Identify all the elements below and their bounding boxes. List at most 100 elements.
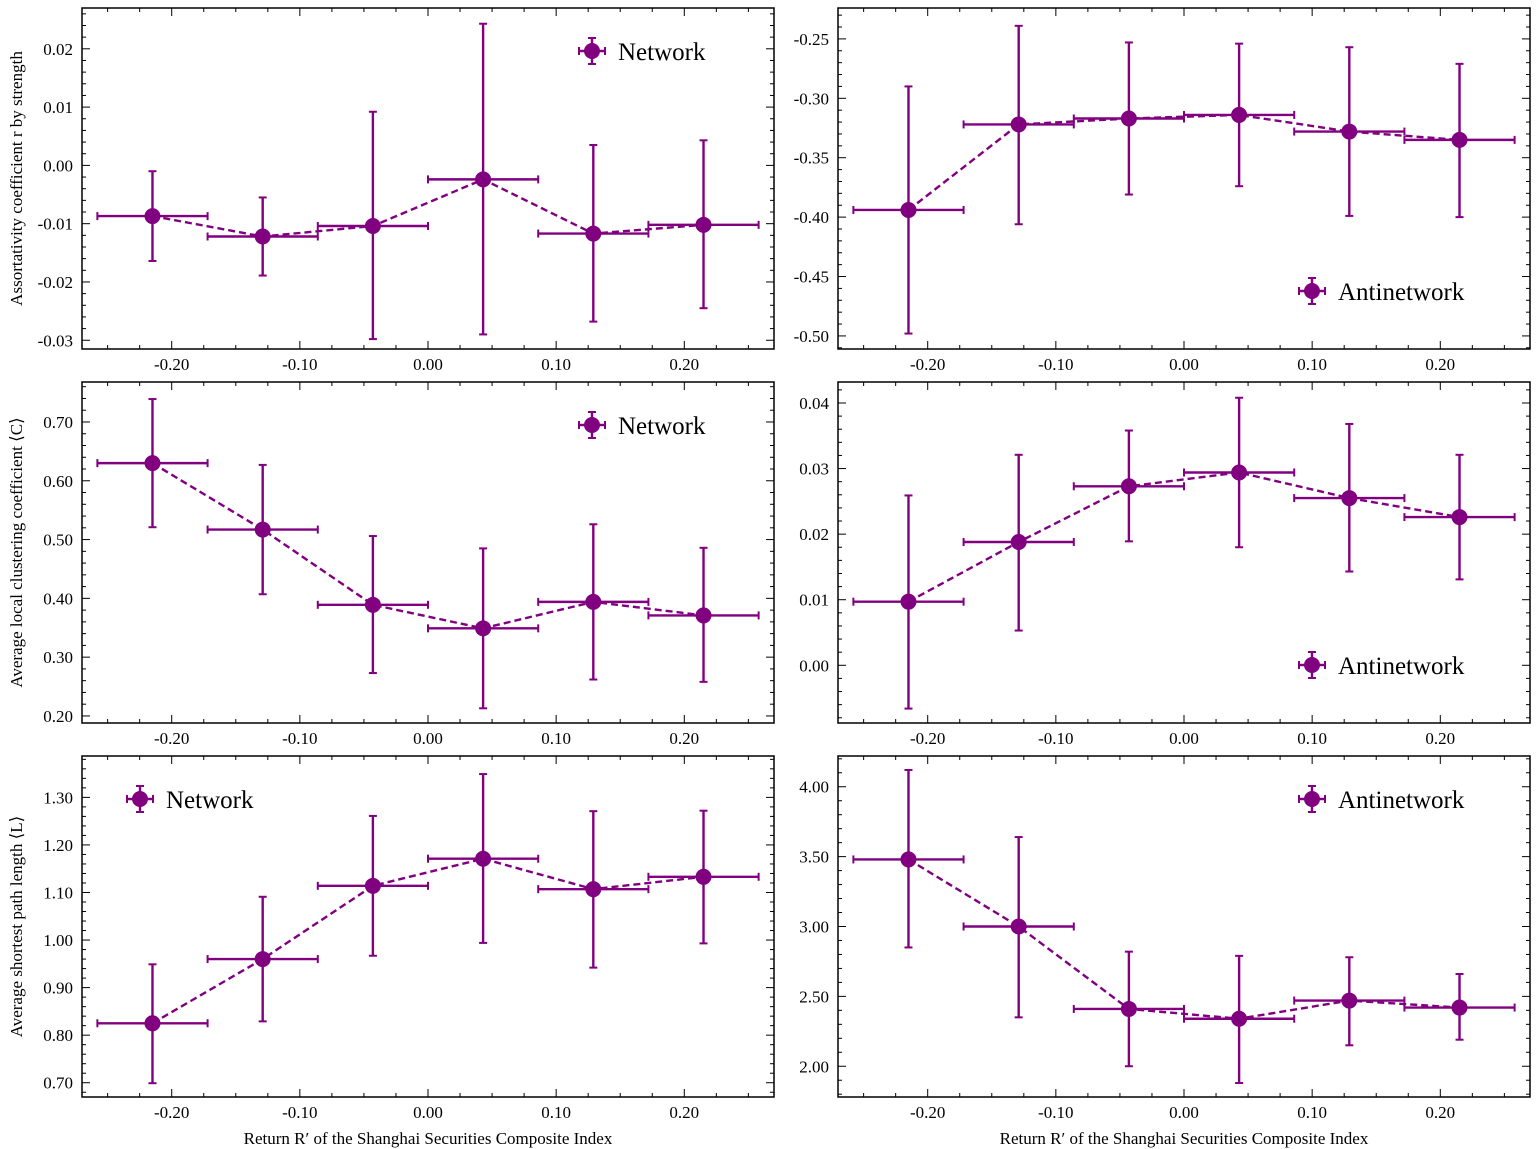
x-tick-label: 0.00 [1169,729,1199,748]
legend-marker [584,43,600,59]
data-point [1120,478,1137,495]
x-tick-label: 0.20 [669,355,699,374]
series-line [907,113,1460,211]
y-tick-label: 1.10 [43,883,73,902]
x-tick-label: -0.20 [154,729,189,748]
data-point [144,208,161,225]
x-tick-label: -0.20 [910,1103,945,1122]
x-tick-label: 0.00 [413,355,443,374]
x-tick-label: 0.10 [541,1103,571,1122]
y-tick-label: 2.50 [799,987,829,1006]
legend-label: Network [618,413,706,440]
data-point [144,455,161,472]
x-tick-label: 0.10 [1297,1103,1327,1122]
legend-marker [1304,657,1320,673]
y-tick-label: -0.30 [794,89,829,108]
x-tick-label: -0.20 [910,729,945,748]
data-point [1010,116,1027,133]
x-tick-label: 0.20 [669,729,699,748]
legend-label: Antinetwork [1338,787,1465,814]
data-point [1010,534,1027,551]
x-tick-label: 0.20 [1425,729,1455,748]
data-point [1231,106,1248,123]
data-point [364,596,381,613]
data-point [585,881,602,898]
x-tick-label: 0.00 [1169,1103,1199,1122]
data-point [900,851,917,868]
data-point [900,201,917,218]
y-tick-label: 2.00 [799,1057,829,1076]
legend-marker [1304,283,1320,299]
panel-1: -0.20 -0.10 0.00 0.10 0.20 -0.03 -0.02 -0.01 0.0… [7,7,775,374]
x-tick-label: -0.20 [154,355,189,374]
x-tick-label: 0.10 [541,729,571,748]
series-line [907,471,1460,603]
y-tick-label: 0.01 [43,98,73,117]
data-point [254,521,271,538]
data-point [1341,992,1358,1009]
x-tick-label: 0.00 [413,1103,443,1122]
y-tick-label: -0.02 [38,273,73,292]
legend-label: Antinetwork [1338,279,1465,306]
x-tick-label: -0.10 [1038,1103,1073,1122]
y-tick-label: -0.25 [794,30,829,49]
x-tick-label: 0.00 [1169,355,1199,374]
y-tick-label: 0.90 [43,979,73,998]
legend-label: Network [166,787,254,814]
data-point [144,1015,161,1032]
x-tick-label: -0.10 [282,355,317,374]
data-point [1010,918,1027,935]
legend-marker [132,791,148,807]
y-tick-label: -0.03 [38,331,73,350]
legend: Antinetwork [1298,785,1465,814]
x-axis-label: Return R′ of the Shanghai Securities Com… [244,1129,613,1148]
y-tick-label: -0.35 [794,149,829,168]
y-tick-label: 0.70 [43,413,73,432]
x-tick-label: 0.10 [1297,729,1327,748]
panel-6: -0.20 -0.10 0.00 0.10 0.20 2.00 2.50 3.00 3.50 4.… [799,755,1531,1148]
data-point [1231,1010,1248,1027]
data-point [695,607,712,624]
data-point [1451,999,1468,1016]
x-tick-label: -0.20 [154,1103,189,1122]
legend-marker [584,417,600,433]
x-tick-label: -0.10 [1038,355,1073,374]
panel-4: -0.20 -0.10 0.00 0.10 0.20 0.00 0.01 0.02 0.03 0.… [799,381,1531,748]
x-tick-label: 0.10 [1297,355,1327,374]
legend: Antinetwork [1298,277,1465,306]
series-line [151,462,704,630]
y-tick-label: 0.02 [43,40,73,59]
data-point [695,216,712,233]
panel-2: -0.20 -0.10 0.00 0.10 0.20 -0.50 -0.45 -0.40 -0.… [794,7,1531,374]
y-axis-label: Average shortest path length ⟨L⟩ [7,816,26,1038]
y-tick-label: -0.01 [38,215,73,234]
data-point [1341,123,1358,140]
y-tick-label: 3.00 [799,918,829,937]
data-point [364,877,381,894]
y-tick-label: 0.04 [799,394,829,413]
y-tick-label: 4.00 [799,778,829,797]
y-tick-label: 0.70 [43,1074,73,1093]
y-tick-label: 0.60 [43,472,73,491]
data-point [1231,464,1248,481]
legend: Network [578,411,706,440]
y-tick-label: 0.50 [43,531,73,550]
y-tick-label: -0.45 [794,268,829,287]
y-tick-label: 0.02 [799,525,829,544]
data-point [254,228,271,245]
x-tick-label: -0.10 [282,729,317,748]
data-point [1451,509,1468,526]
x-tick-label: 0.00 [413,729,443,748]
data-point [900,593,917,610]
y-tick-label: 0.01 [799,591,829,610]
y-axis-label: Average local clustering coefficient ⟨C⟩ [7,417,26,687]
panel-5: -0.20 -0.10 0.00 0.10 0.20 0.70 0.80 0.90 1.00 1.… [7,755,775,1148]
x-tick-label: -0.10 [1038,729,1073,748]
data-point [1120,1000,1137,1017]
series-line [907,858,1460,1020]
y-tick-label: 0.00 [43,156,73,175]
data-point [475,171,492,188]
data-point [254,951,271,968]
y-tick-label: 3.50 [799,848,829,867]
